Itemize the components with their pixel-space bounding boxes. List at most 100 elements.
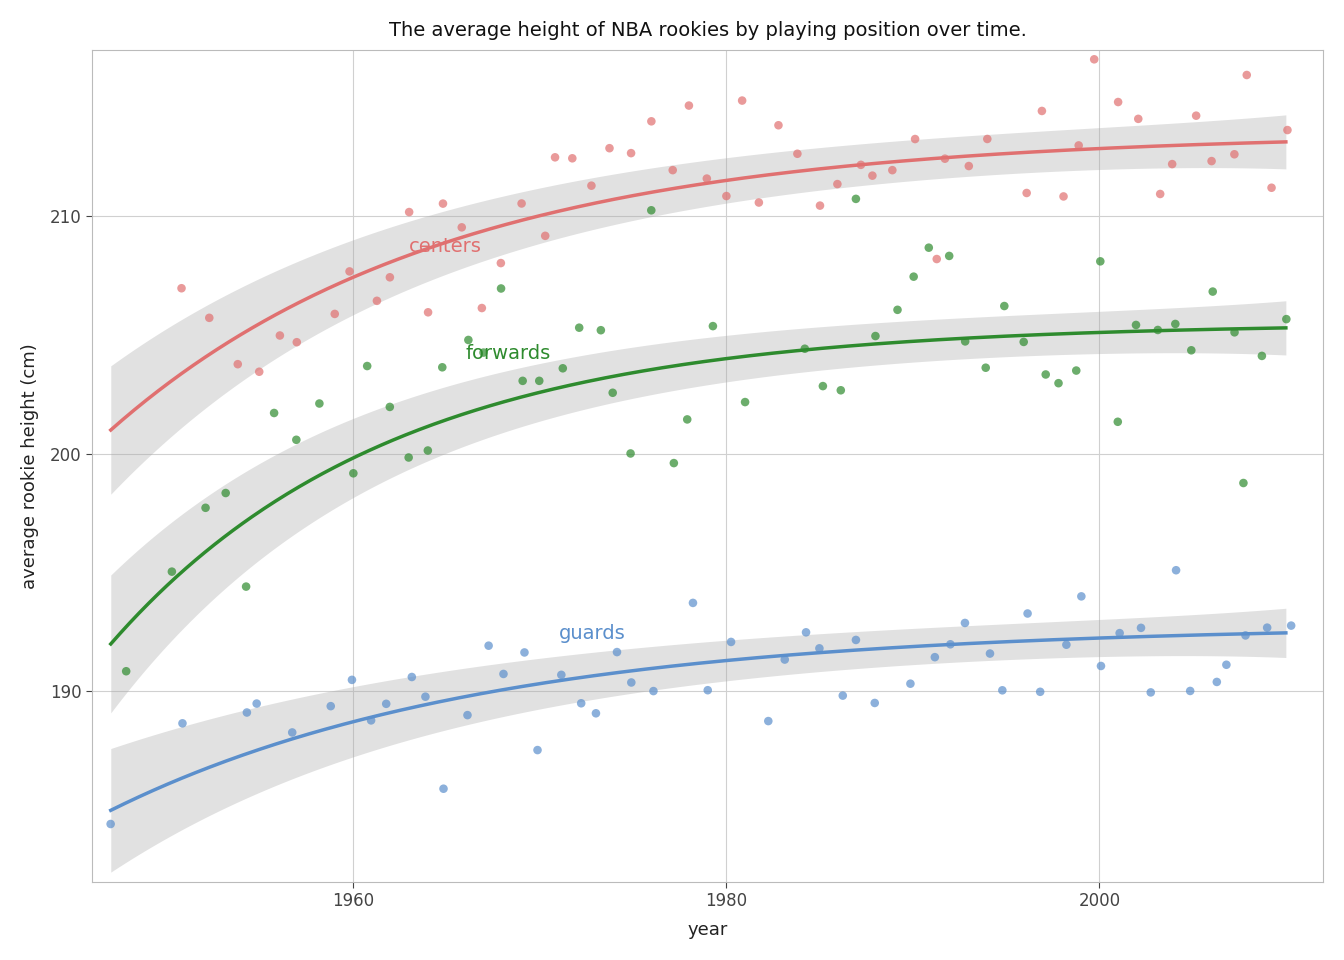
Point	[1281, 618, 1302, 634]
Point	[1251, 348, 1273, 364]
Point	[845, 633, 867, 648]
Point	[1165, 563, 1187, 578]
Point	[827, 177, 848, 192]
Point	[235, 579, 257, 594]
Point	[954, 615, 976, 631]
Point	[320, 699, 341, 714]
Point	[1257, 620, 1278, 636]
Point	[343, 466, 364, 481]
Point	[551, 667, 573, 683]
Point	[1017, 606, 1039, 621]
Point	[1215, 657, 1236, 672]
Point	[585, 706, 606, 721]
Point	[1235, 628, 1257, 643]
Point	[794, 341, 816, 356]
Point	[569, 320, 590, 335]
Point	[528, 373, 550, 389]
Point	[398, 450, 419, 466]
Point	[621, 146, 642, 161]
Point	[731, 93, 753, 108]
Point	[1083, 52, 1105, 67]
Point	[641, 203, 663, 218]
Point	[774, 652, 796, 667]
Point	[1180, 343, 1202, 358]
Point	[832, 688, 853, 704]
Point	[926, 252, 948, 267]
Point	[974, 360, 996, 375]
Point	[281, 725, 302, 740]
Point	[1164, 316, 1185, 331]
Point	[679, 98, 700, 113]
Point	[285, 432, 306, 447]
Point	[676, 412, 698, 427]
Point	[958, 158, 980, 174]
Point	[269, 327, 290, 343]
Point	[286, 334, 308, 349]
Point	[1068, 137, 1090, 153]
Point	[473, 345, 495, 360]
Point	[562, 151, 583, 166]
Point	[172, 715, 194, 731]
Point	[1146, 323, 1168, 338]
Point	[1223, 147, 1245, 162]
Point	[905, 132, 926, 147]
Point	[767, 117, 789, 132]
Point	[249, 364, 270, 379]
Title: The average height of NBA rookies by playing position over time.: The average height of NBA rookies by pla…	[388, 21, 1027, 39]
Point	[812, 378, 833, 394]
Point	[356, 358, 378, 373]
Point	[720, 635, 742, 650]
Point	[1066, 363, 1087, 378]
Point	[1055, 637, 1077, 653]
Point	[864, 328, 886, 344]
Point	[758, 713, 780, 729]
Point	[398, 204, 419, 220]
Point	[171, 280, 192, 296]
Point	[1016, 185, 1038, 201]
Point	[199, 310, 220, 325]
Point	[1090, 253, 1111, 269]
Point	[491, 255, 512, 271]
Point	[1185, 108, 1207, 123]
Point	[527, 742, 548, 757]
Point	[786, 146, 808, 161]
Point	[544, 150, 566, 165]
Point	[552, 361, 574, 376]
Point	[511, 196, 532, 211]
Point	[590, 323, 612, 338]
Point	[977, 132, 999, 147]
Point	[1224, 324, 1246, 340]
Point	[1149, 186, 1171, 202]
Point	[1140, 684, 1161, 700]
Point	[339, 264, 360, 279]
Point	[1031, 104, 1052, 119]
Point	[862, 168, 883, 183]
Point	[715, 188, 737, 204]
Text: centers: centers	[409, 237, 482, 255]
Point	[683, 595, 704, 611]
Point	[478, 638, 500, 654]
Point	[809, 198, 831, 213]
Point	[702, 319, 723, 334]
Point	[1232, 475, 1254, 491]
Point	[379, 270, 401, 285]
Point	[851, 157, 872, 173]
Point	[845, 191, 867, 206]
Point	[809, 640, 831, 656]
Point	[457, 332, 478, 348]
Point	[99, 816, 121, 831]
Point	[1277, 122, 1298, 137]
Point	[696, 171, 718, 186]
Point	[433, 196, 454, 211]
Point	[116, 663, 137, 679]
Point	[1090, 659, 1111, 674]
Point	[934, 151, 956, 166]
Point	[452, 220, 473, 235]
Point	[938, 249, 960, 264]
Point	[161, 564, 183, 579]
Point	[457, 708, 478, 723]
Point	[366, 293, 387, 308]
Point	[581, 178, 602, 193]
Point	[1125, 317, 1146, 332]
Point	[401, 669, 422, 684]
